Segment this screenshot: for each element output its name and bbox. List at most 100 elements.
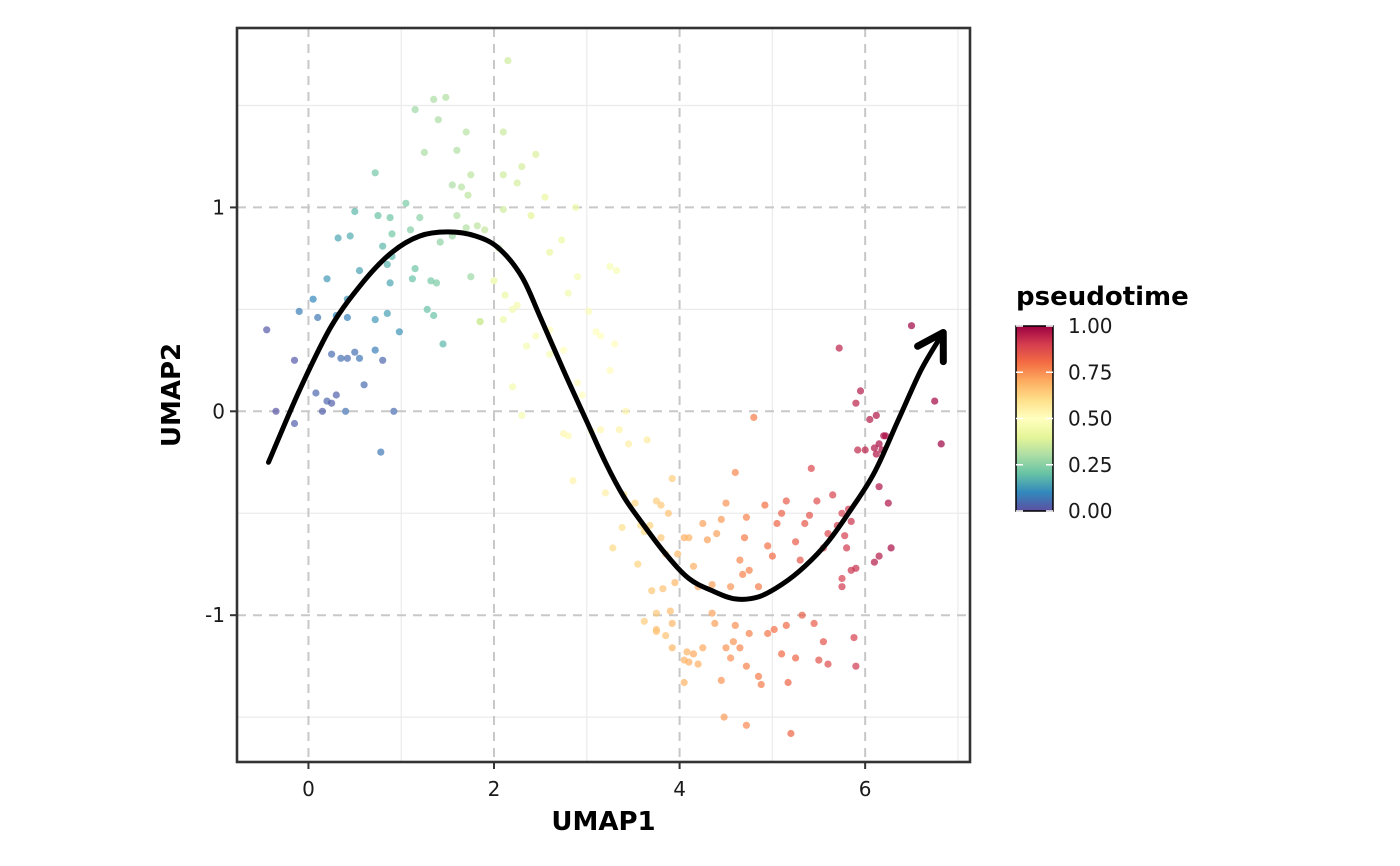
cell-point [717,515,725,524]
cell-point [272,407,280,415]
cell-point [736,556,744,564]
cell-point [406,226,415,234]
cell-point [508,383,517,391]
cell-point [508,305,517,313]
cell-point [875,552,883,560]
cell-point [560,346,568,354]
cell-point [854,446,862,454]
trajectory-curve [266,229,947,602]
cell-point [371,346,379,354]
cell-point [328,350,336,358]
cell-point [395,328,403,336]
cell-point [668,644,676,652]
cell-point [420,148,428,156]
cell-point [782,497,790,505]
cell-point [722,499,730,507]
cell-point [727,654,735,662]
cell-point [351,348,359,356]
cell-point [662,632,670,640]
cell-point [745,629,753,638]
cell-point [683,648,691,656]
cell-point [689,650,698,658]
cell-point [312,389,320,397]
cell-point [824,530,832,538]
cell-point [334,234,342,242]
cell-point [597,332,605,340]
cell-point [416,214,424,222]
cell-point [792,654,800,662]
cell-point [501,291,509,299]
cell-point [643,436,651,444]
cell-point [386,214,394,222]
trajectory-layer [266,229,947,602]
y-tick-label: -1 [205,603,225,627]
cell-point [685,534,693,542]
axes: 0 2 4 6 -1 0 1 [205,195,871,801]
cell-point [722,644,730,652]
cell-point [473,222,481,230]
cell-point [841,532,849,540]
y-axis-title: UMAP2 [157,343,187,447]
cell-point [573,273,582,281]
cell-point [383,260,391,269]
cell-point [742,513,751,521]
cell-point [852,399,860,407]
cell-point [727,583,735,591]
cell-point [778,650,786,658]
cell-point [618,523,626,532]
cell-point [411,106,419,114]
cell-point [736,644,744,652]
colorbar-tick-label: 0.00 [1068,499,1113,523]
cell-point [314,313,322,322]
cell-point [652,609,661,617]
cell-point [453,146,461,154]
cell-point [379,356,387,364]
cell-point [872,411,880,419]
cell-point [371,169,379,177]
cell-point [657,534,665,542]
cell-point [773,519,781,528]
cell-point [625,440,633,448]
cell-point [872,450,880,458]
colorbar-tick-label: 0.25 [1068,453,1113,477]
cell-point [668,475,676,483]
cell-point [764,542,772,550]
cell-point [439,340,447,348]
cell-point [499,205,507,214]
cell-point [371,316,379,324]
cell-point [782,621,790,630]
cell-point [342,407,350,415]
cell-point [558,236,566,244]
cell-point [708,609,716,617]
x-tick-label: 2 [488,777,501,801]
cell-points [263,57,945,738]
cell-point [564,432,572,440]
cell-point [668,619,676,628]
cell-point [754,583,763,591]
cell-point [390,407,398,415]
cell-point [546,248,554,256]
cell-point [708,581,716,589]
cell-point [606,263,614,271]
cell-point [856,387,865,395]
cell-point [518,411,526,419]
cell-point [875,440,883,448]
cell-point [657,501,665,509]
cell-point [290,356,299,364]
cell-point [597,426,605,434]
cell-point [711,619,719,628]
cell-point [870,558,879,566]
cell-point [462,224,470,232]
cell-point [717,676,725,685]
cell-point [490,277,498,285]
cell-point [784,678,792,687]
cell-point [612,267,621,275]
cell-point [768,552,777,560]
cell-point [699,519,707,528]
cell-point [813,497,821,505]
cell-point [442,93,450,101]
cell-point [838,509,846,517]
cell-point [290,419,299,428]
cell-point [742,662,751,670]
